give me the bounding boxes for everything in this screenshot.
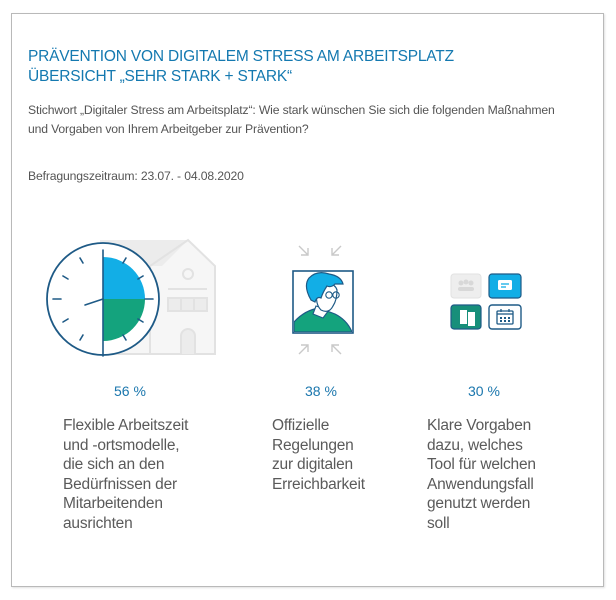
person-portrait-icon [292,245,354,355]
title-line-1: PRÄVENTION VON DIGITALEM STRESS AM ARBEI… [28,48,454,65]
documents-tile-icon [450,304,482,330]
percent-value-1: 56 % [114,383,146,399]
percent-value-3: 30 % [468,383,500,399]
calendar-tile-icon [488,304,522,330]
inward-arrows-icon [298,245,342,355]
question-line-1: Stichwort „Digitaler Stress am Arbeitspl… [28,103,555,117]
measure-description-2: Offizielle Regelungen zur digitalen Erre… [272,417,365,493]
measure-description-3: Klare Vorgaben dazu, welches Tool für we… [427,417,536,532]
question-line-2: und Vorgaben von Ihrem Arbeitgeber zur P… [28,122,309,136]
percent-value-2: 38 % [305,383,337,399]
survey-question: Stichwort „Digitaler Stress am Arbeitspl… [28,101,588,139]
people-tile-icon [450,273,482,299]
chat-tile-icon [488,273,522,299]
title-line-2: ÜBERSICHT „SEHR STARK + STARK“ [28,68,293,85]
clock-house-icon [46,238,216,357]
page-title: PRÄVENTION VON DIGITALEM STRESS AM ARBEI… [28,47,454,87]
measure-description-1: Flexible Arbeitszeit und -ortsmodelle, d… [63,417,189,532]
app-tiles-icon [450,273,522,330]
survey-period: Befragungszeitraum: 23.07. - 04.08.2020 [28,169,244,183]
